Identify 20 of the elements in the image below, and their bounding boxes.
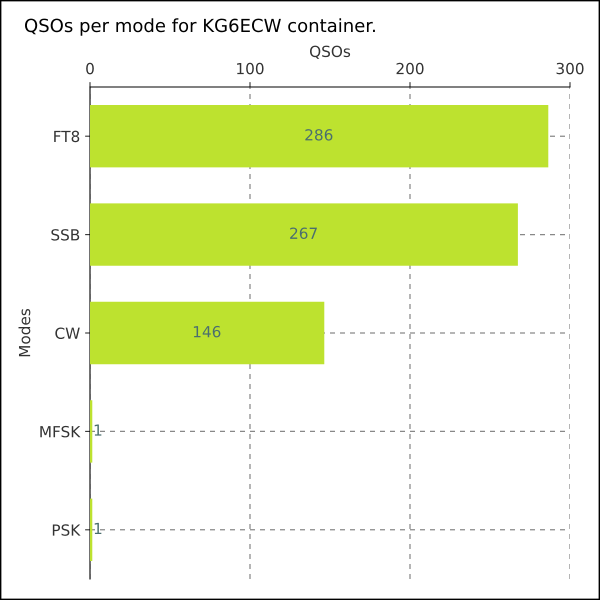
x-tick-label: 200 <box>396 62 424 74</box>
bar <box>90 105 548 168</box>
data-label: 1 <box>94 424 102 436</box>
x-tick-label: 300 <box>556 62 584 74</box>
y-tick-label: MFSK <box>40 426 81 438</box>
x-tick-label: 100 <box>237 62 264 74</box>
bar <box>90 203 518 266</box>
x-tick-label: 0 <box>86 62 94 74</box>
chart-title: QSOs per mode for KG6ECW container. <box>25 18 375 36</box>
x-axis-title: QSOs <box>310 46 350 59</box>
y-tick-label: SSB <box>51 229 80 241</box>
data-label: 286 <box>305 129 332 141</box>
data-label: 267 <box>290 227 317 240</box>
data-label: 1 <box>94 522 102 534</box>
bar <box>90 302 324 364</box>
y-tick-label: CW <box>55 327 80 340</box>
y-tick-label: FT8 <box>54 130 80 142</box>
y-axis-title: Modes <box>18 308 30 356</box>
y-tick-label: PSK <box>52 524 81 536</box>
data-label: 146 <box>194 326 220 338</box>
